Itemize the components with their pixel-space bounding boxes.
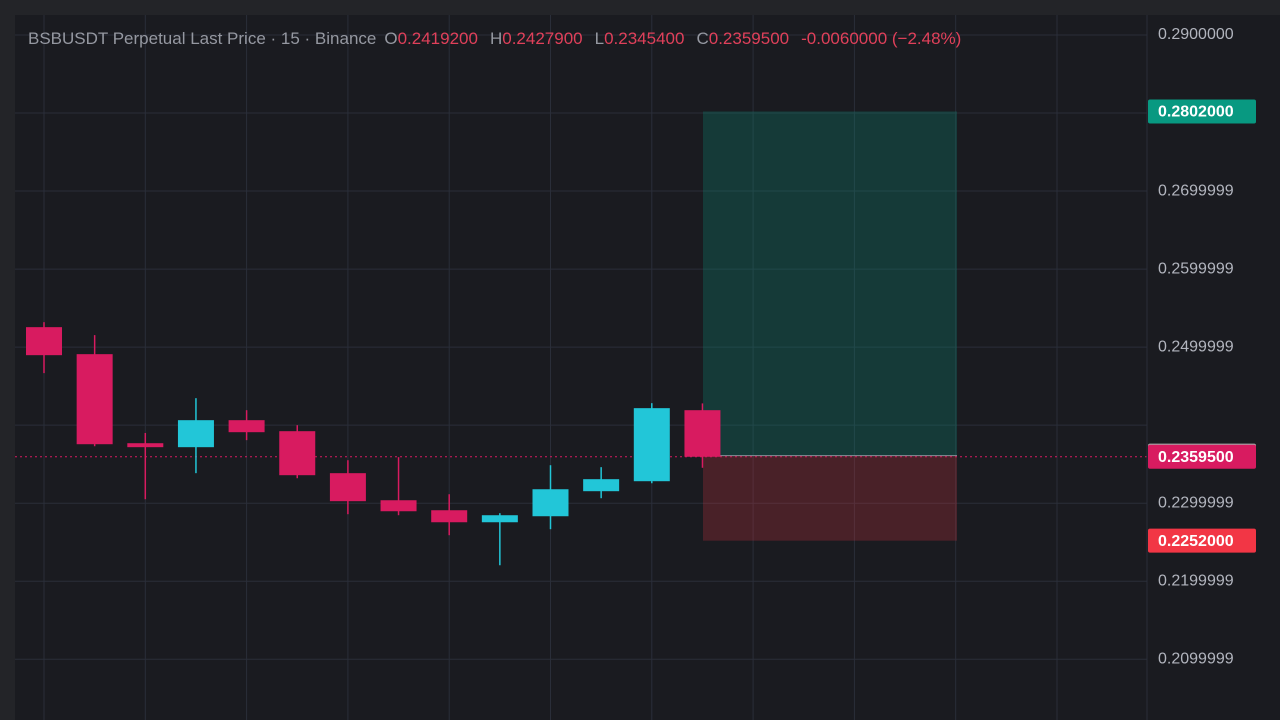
change: -0.0060000 (−2.48%) [801, 29, 961, 48]
candle-body [279, 431, 316, 476]
candle-body [177, 420, 214, 448]
candle-body [329, 473, 366, 502]
title: BSBUSDT Perpetual Last Price · 15 · Bina… [28, 29, 376, 48]
y-tick-label: 0.2900000 [1158, 26, 1234, 43]
target-label: 0.2802000 [1158, 104, 1234, 121]
last-price-label: 0.2359500 [1158, 449, 1234, 466]
candle-body [76, 354, 113, 445]
ohlc-value: 0.2345400 [604, 29, 684, 48]
ohlc-value: 0.2419200 [398, 29, 478, 48]
ohlc-prefix: H [490, 29, 502, 48]
candle-body [583, 479, 620, 492]
candle-body [481, 515, 518, 523]
grid [15, 15, 1147, 720]
position-tool [15, 111, 1147, 541]
profit-zone [703, 111, 957, 456]
price-axis: 0.2900000 0.2699999 0.2599999 0.2499999 0.22… [1148, 26, 1256, 668]
candle-body [633, 408, 670, 482]
ohlc-value: 0.2427900 [502, 29, 582, 48]
ohlc-prefix: L [595, 29, 604, 48]
target-badge [1148, 99, 1256, 124]
ohlc-value: 0.2359500 [709, 29, 789, 48]
ohlc-prefix: C [696, 29, 708, 48]
loss-zone [703, 455, 957, 541]
ohlc-prefix: O [384, 29, 397, 48]
y-tick-label: 0.2599999 [1158, 260, 1234, 277]
candle-body [380, 500, 417, 512]
candles [26, 322, 721, 566]
stop-badge [1148, 528, 1256, 553]
header: BSBUSDT Perpetual Last Price · 15 · Bina… [28, 29, 961, 48]
last-price-badge [1148, 444, 1256, 469]
y-tick-label: 0.2699999 [1158, 182, 1234, 199]
plot-background [15, 15, 1280, 720]
candle-body [26, 327, 62, 356]
candle-body [228, 420, 265, 433]
stop-label: 0.2252000 [1158, 533, 1234, 550]
candle-body [532, 489, 569, 517]
candle-body [684, 410, 721, 457]
y-tick-label: 0.2199999 [1158, 572, 1234, 589]
y-tick-label: 0.2299999 [1158, 494, 1234, 511]
candle-body [431, 510, 468, 523]
y-tick-label: 0.2499999 [1158, 338, 1234, 355]
candle-body [127, 443, 164, 448]
y-tick-label: 0.2099999 [1158, 651, 1234, 668]
